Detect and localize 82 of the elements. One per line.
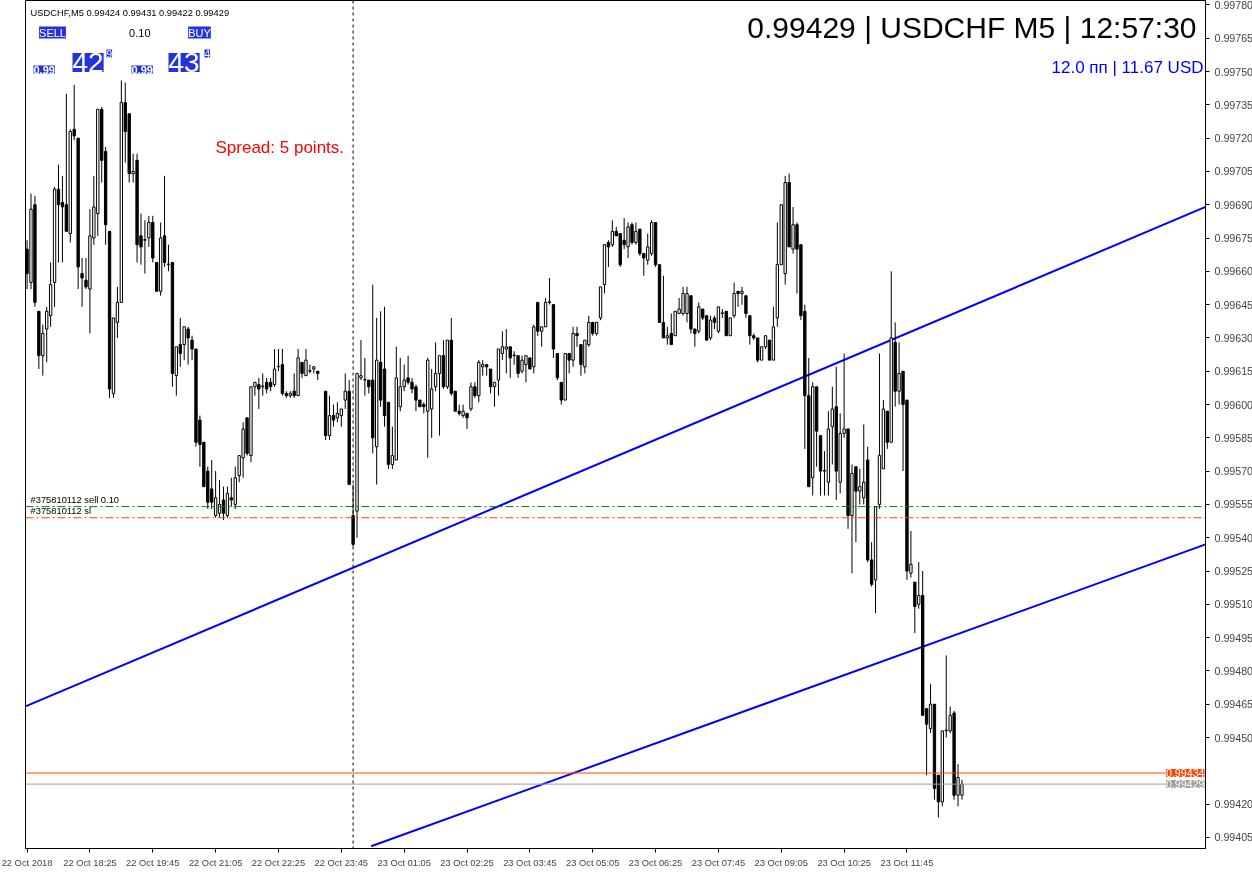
x-tick-label: 22 Oct 23:45 — [314, 857, 369, 868]
y-tick-label: 0.99525 — [1214, 565, 1252, 578]
candlestick — [225, 486, 230, 519]
candlestick — [143, 219, 147, 275]
x-tick-label: 23 Oct 03:45 — [503, 857, 557, 868]
y-tick-label: 0.99570 — [1214, 465, 1252, 478]
candlestick — [524, 355, 528, 383]
candlestick — [469, 381, 473, 412]
y-tick-label: 0.99660 — [1214, 265, 1252, 278]
y-tick-label: 0.99645 — [1214, 298, 1252, 311]
ref-line-label: 0.99429 — [1165, 778, 1205, 791]
x-tick-label: 22 Oct 22:25 — [251, 857, 306, 868]
y-tick-label: 0.99615 — [1214, 365, 1252, 378]
y-tick-label: 0.99480 — [1214, 664, 1252, 677]
y-tick-label: 0.99765 — [1214, 32, 1252, 45]
y-tick-label: 0.99600 — [1214, 398, 1252, 411]
y-tick-label: 0.99630 — [1214, 331, 1252, 344]
candlestick — [858, 468, 862, 505]
x-tick-label: 23 Oct 01:05 — [377, 857, 431, 868]
candlestick — [488, 368, 493, 394]
y-tick-label: 0.99420 — [1214, 798, 1252, 811]
annotation: 0.99 — [131, 63, 153, 76]
candlestick — [504, 328, 508, 374]
annotation: 43 — [168, 47, 200, 78]
candlestick — [669, 313, 673, 346]
annotation: Spread: 5 points. — [215, 138, 345, 157]
annotation: 42 — [72, 47, 104, 78]
annotation: 0.99 — [33, 63, 55, 76]
candlestick — [304, 348, 308, 377]
candlestick — [327, 395, 332, 441]
text: USDCHF,M5 0.99424 0.99431 0.99422 0.99429 — [30, 7, 230, 18]
y-tick-label: 0.99465 — [1214, 698, 1252, 711]
candlestick — [60, 175, 65, 263]
y-tick-label: 0.99540 — [1214, 531, 1252, 544]
annotation: 0.10 — [129, 26, 151, 39]
candlestick — [272, 348, 277, 388]
x-tick-label: 23 Oct 10:25 — [817, 857, 871, 868]
x-tick-label: 22 Oct 19:45 — [126, 857, 180, 868]
annotation: 9 — [106, 48, 113, 60]
y-tick-label: 0.99405 — [1214, 831, 1252, 844]
candlestick — [748, 315, 752, 346]
candlestick — [437, 355, 442, 437]
x-tick-label: 23 Oct 06:25 — [628, 857, 683, 868]
y-tick-label: 0.99450 — [1214, 731, 1252, 744]
candlestick — [681, 286, 685, 317]
y-tick-label: 0.99675 — [1214, 232, 1252, 245]
x-tick-label: 23 Oct 09:05 — [754, 857, 808, 868]
x-tick-label: 22 Oct 2018 — [1, 857, 53, 868]
y-tick-label: 0.99585 — [1214, 431, 1252, 444]
x-tick-label: 22 Oct 18:25 — [63, 857, 117, 868]
candlestick — [261, 372, 265, 397]
candlestick — [960, 779, 964, 801]
annotation: BUY — [188, 26, 212, 39]
y-tick-label: 0.99510 — [1214, 598, 1252, 611]
candlestick — [756, 337, 760, 363]
ref-line-label: #375810112 sell 0.10 — [30, 494, 120, 505]
x-tick-label: 22 Oct 21:05 — [188, 857, 243, 868]
x-tick-label: 23 Oct 07:45 — [691, 857, 746, 868]
candlestick — [461, 404, 465, 419]
y-tick-label: 0.99735 — [1214, 98, 1252, 111]
candlestick — [213, 470, 218, 519]
ref-line-label: #375810112 sl — [30, 505, 92, 516]
annotation: 0.99429 | USDCHF M5 | 12:57:30 — [747, 11, 1197, 44]
candlestick — [186, 326, 190, 366]
y-tick-label: 0.99705 — [1214, 165, 1252, 178]
annotation: 12.0 пп | 11.67 USD — [1051, 58, 1204, 77]
y-tick-label: 0.99750 — [1214, 65, 1252, 78]
candlestick — [257, 377, 261, 410]
y-tick-label: 0.99780 — [1214, 0, 1252, 11]
candlestick — [626, 221, 630, 259]
y-tick-label: 0.99495 — [1214, 631, 1252, 644]
x-tick-label: 23 Oct 02:25 — [440, 857, 494, 868]
x-tick-label: 23 Oct 11:45 — [880, 857, 934, 868]
candlestick — [897, 341, 901, 406]
annotation: 4 — [204, 48, 211, 60]
ref-line-label: 0.99434 — [1165, 767, 1205, 780]
y-tick-label: 0.99555 — [1214, 498, 1252, 511]
y-tick-label: 0.99720 — [1214, 132, 1252, 145]
y-tick-label: 0.99690 — [1214, 198, 1252, 211]
candlestick — [516, 355, 520, 379]
annotation: SELL — [39, 26, 66, 39]
x-tick-label: 23 Oct 05:05 — [566, 857, 620, 868]
